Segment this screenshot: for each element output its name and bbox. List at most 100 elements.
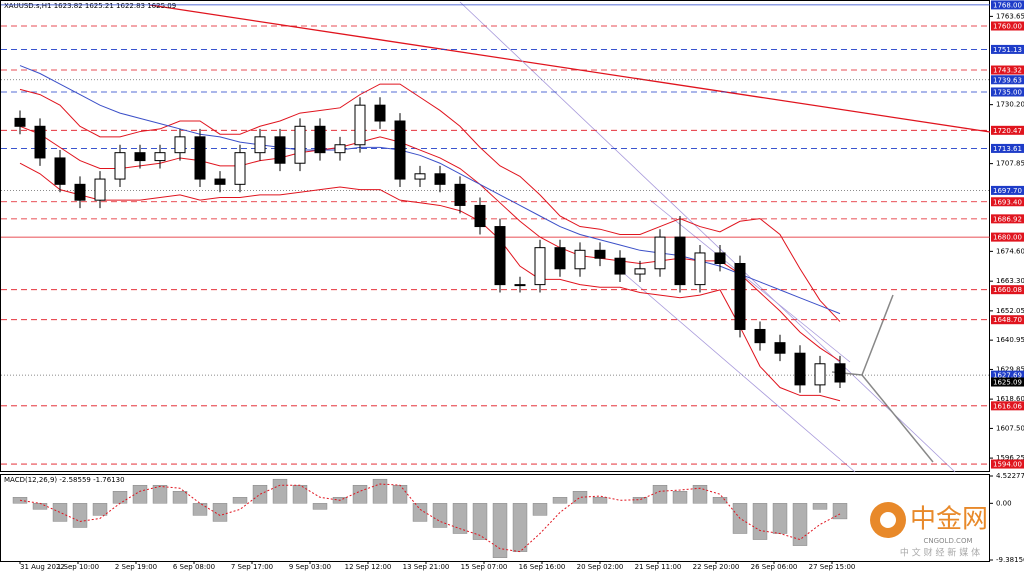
candle-body [774,342,786,354]
x-tick-label: 20 Sep 02:00 [577,563,624,571]
macd-bar [232,497,248,504]
macd-bar [132,484,148,504]
candle-body [594,249,606,259]
macd-bar [832,503,848,520]
y-tick-label: -9.38156 [996,556,1024,564]
level-label: 1760.00 [993,23,1022,31]
candle-body [114,152,126,180]
indicator-line [19,83,841,322]
x-tick-label: 12 Sep 12:00 [345,563,392,571]
candle-body [354,104,366,146]
candle-body [334,144,346,154]
candle-body [634,268,646,275]
macd-bar [52,503,68,522]
indicator-line [19,125,841,362]
chart-title: XAUUSD.s,H1 1623.82 1625.21 1622.83 1625… [4,2,176,10]
x-tick-label: 31 Aug 2022 [20,563,65,571]
candle-body [614,257,626,275]
level-label-box [991,0,1024,10]
level-label-box [991,75,1024,85]
level-label: 1625.09 [993,379,1022,387]
candle-body [174,136,186,154]
y-tick-label: 1629.85 [996,365,1024,373]
candle-body [694,252,706,286]
y-tick-label: 1607.50 [996,424,1024,432]
candle-body [534,247,546,286]
level-label: 1743.32 [993,67,1022,75]
x-tick-label: 13 Sep 21:00 [403,563,450,571]
level-label: 1648.70 [993,316,1022,324]
channel-line [619,269,856,473]
macd-bar [32,503,48,510]
candle-body [194,136,206,180]
x-tick-label: 22 Sep 20:00 [693,563,740,571]
macd-bar [752,503,768,540]
level-label-box [991,44,1024,54]
level-label-box [991,21,1024,31]
y-tick-label: 4.52277 [996,472,1024,480]
y-tick-label: 0.00 [996,499,1012,507]
candle-body [734,262,746,330]
macd-bar [792,503,808,546]
y-tick-label: 1674.60 [996,247,1024,255]
x-tick-label: 26 Sep 06:00 [751,563,798,571]
macd-bar [492,503,508,558]
macd-bar [532,503,548,516]
candle-body [34,125,46,159]
y-tick-label: 1618.60 [996,395,1024,403]
macd-bar [312,503,328,510]
y-tick-label: 1730.20 [996,101,1024,109]
main-pane [0,0,990,472]
candle-body [754,328,766,344]
logo-tagline: 中 文 财 经 新 媒 体 [900,547,980,559]
level-label: 1735.00 [993,88,1022,96]
level-label-box [991,377,1024,387]
level-label: 1627.69 [993,372,1022,380]
level-label-box [991,87,1024,97]
x-tick-label: 7 Sep 17:00 [231,563,273,571]
candle-body [374,104,386,122]
projection-arrow [831,294,894,376]
level-label-box [991,232,1024,242]
candle-body [94,178,106,201]
indicator-line [19,65,841,315]
level-label-box [991,125,1024,135]
x-tick-label: 16 Sep 16:00 [519,563,566,571]
x-tick-label: 1 Sep 10:00 [57,563,99,571]
level-label-box [991,185,1024,195]
logo-icon [880,512,896,528]
candle-body [314,125,326,154]
candle-body [394,120,406,180]
candle-body [254,136,266,154]
macd-bar [632,497,648,504]
candle-body [514,284,526,287]
candle-body [494,226,506,286]
candle-body [454,183,466,206]
candle-body [674,236,686,286]
candle-body [214,178,226,185]
trendline [149,4,991,133]
x-tick-label: 27 Sep 15:00 [809,563,856,571]
candle-body [74,183,86,201]
level-label-box [991,197,1024,207]
level-label-box [991,65,1024,75]
macd-bar [592,497,608,504]
y-tick-label: 1707.85 [996,160,1024,168]
candle-body [554,247,566,270]
level-label: 1686.92 [993,215,1022,223]
macd-bar [772,503,788,534]
candle-body [234,152,246,185]
candle-body [414,173,426,180]
candle-body [54,157,66,185]
channel-line [649,199,851,363]
macd-bar [812,503,828,510]
level-label-box [991,143,1024,153]
candle-body [14,117,26,127]
indicator-line [19,162,841,402]
y-tick-label: 1640.95 [996,336,1024,344]
level-label: 1616.06 [993,402,1022,410]
candle-body [834,363,846,383]
macd-bar [292,484,308,504]
candle-body [654,236,666,270]
